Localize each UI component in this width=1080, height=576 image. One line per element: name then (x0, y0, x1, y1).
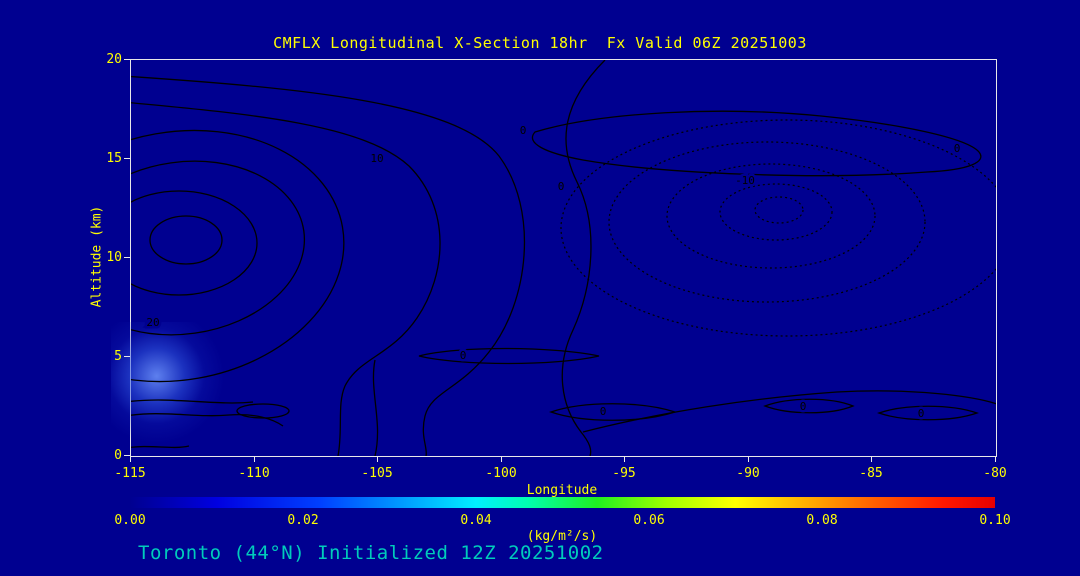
y-axis-title: Altitude (km) (89, 205, 105, 308)
x-tick-label: -95 (612, 466, 636, 481)
y-tick-mark (124, 257, 130, 258)
plot-area: 20 10 0 0 0 -10 0 0 0 0 (111, 59, 997, 457)
x-tick-mark (748, 456, 749, 462)
x-tick-label: -90 (736, 466, 760, 481)
x-axis-title: Longitude (526, 483, 598, 498)
colorbar-tick-label: 0.02 (287, 513, 319, 528)
y-tick-label: 20 (106, 52, 122, 67)
colorbar-tick-label: 0.04 (460, 513, 492, 528)
contour-label: -10 (735, 174, 755, 187)
contour-label: 20 (146, 316, 159, 329)
y-tick-mark (124, 59, 130, 60)
x-tick-mark (377, 456, 378, 462)
x-tick-label: -80 (983, 466, 1007, 481)
colorbar-tick-label: 0.08 (806, 513, 838, 528)
contour-label: 0 (800, 400, 807, 413)
y-tick-mark (124, 356, 130, 357)
x-tick-mark (130, 456, 131, 462)
x-tick-mark (254, 456, 255, 462)
dotted-contours (560, 119, 996, 337)
x-tick-label: -100 (485, 466, 517, 481)
contour-plot: 20 10 0 0 0 -10 0 0 0 0 (131, 60, 996, 456)
x-tick-mark (624, 456, 625, 462)
x-tick-label: -105 (361, 466, 393, 481)
page-title: CMFLX Longitudinal X-Section 18hr Fx Val… (273, 34, 807, 52)
contour-label: 10 (370, 152, 383, 165)
colorbar-tick-label: 0.10 (979, 513, 1011, 528)
x-tick-label: -85 (859, 466, 883, 481)
y-tick-mark (124, 455, 130, 456)
contour-label: 0 (954, 142, 961, 155)
x-tick-label: -115 (114, 466, 146, 481)
x-tick-mark (501, 456, 502, 462)
contour-label: 0 (918, 407, 925, 420)
colorbar-units-label: (kg/m²/s) (526, 529, 598, 544)
contour-label: 0 (558, 180, 565, 193)
y-tick-label: 15 (106, 151, 122, 166)
colorbar-tick-label: 0.06 (633, 513, 665, 528)
solid-contours (131, 60, 996, 456)
contour-label: 0 (460, 349, 467, 362)
contour-label: 0 (600, 405, 607, 418)
footer-caption: Toronto (44°N) Initialized 12Z 20251002 (138, 542, 604, 564)
colorbar (130, 497, 995, 508)
contour-labels: 20 10 0 0 0 -10 0 0 0 0 (144, 122, 963, 423)
y-tick-label: 10 (106, 250, 122, 265)
y-tick-label: 5 (114, 349, 122, 364)
x-tick-label: -110 (238, 466, 270, 481)
x-tick-mark (995, 456, 996, 462)
y-tick-label: 0 (114, 448, 122, 463)
colorbar-tick-label: 0.00 (114, 513, 146, 528)
x-tick-mark (871, 456, 872, 462)
contour-label: 0 (520, 124, 527, 137)
y-tick-mark (124, 158, 130, 159)
